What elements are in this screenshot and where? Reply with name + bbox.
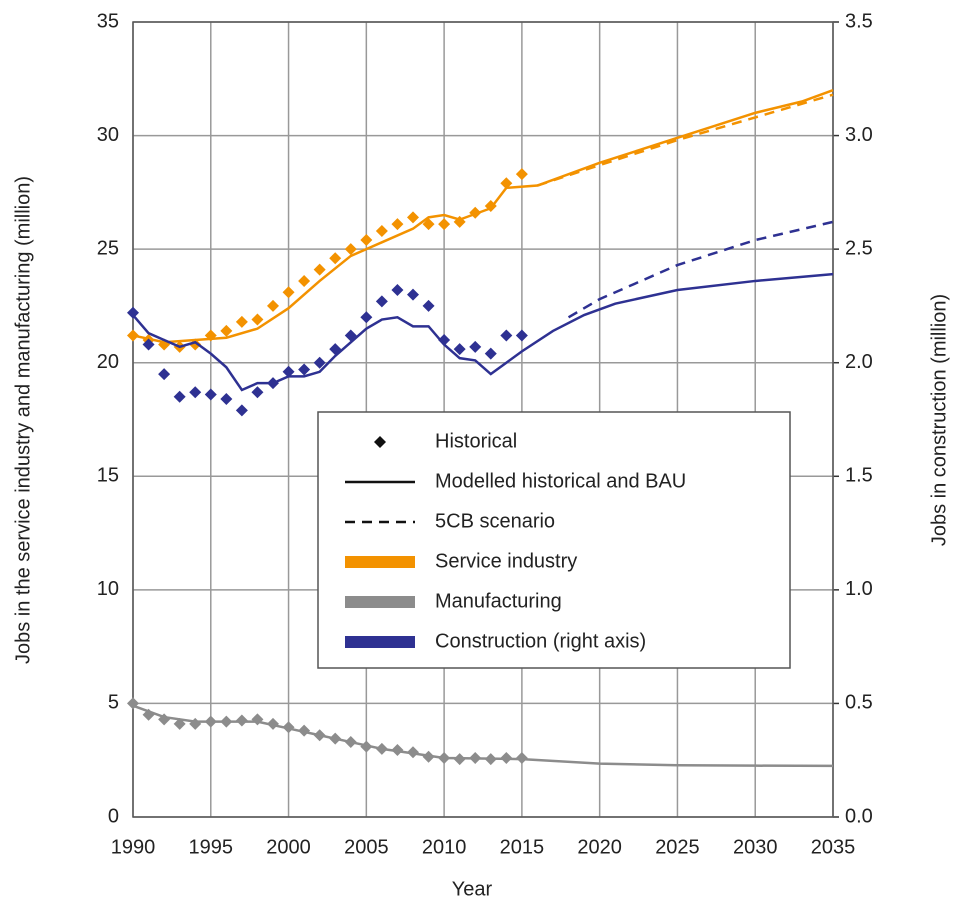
x-tick-label: 2015: [500, 836, 545, 858]
historical-marker: [282, 286, 295, 299]
y2-tick-label: 1.0: [845, 578, 873, 600]
historical-marker: [500, 329, 513, 342]
y2-tick-label: 0.0: [845, 805, 873, 827]
x-tick-label: 1995: [189, 836, 234, 858]
historical-marker: [282, 365, 295, 378]
y-tick-label: 15: [97, 465, 119, 487]
x-tick-label: 2005: [344, 836, 389, 858]
historical-marker: [189, 717, 202, 730]
historical-marker: [251, 313, 264, 326]
historical-marker: [158, 368, 171, 381]
modelled-line: [132, 704, 834, 768]
historical-marker: [235, 315, 248, 328]
y2-tick-label: 2.0: [845, 351, 873, 373]
y-tick-label: 0: [108, 805, 119, 827]
scenario-line: [567, 220, 834, 319]
y2-tick-label: 3.0: [845, 124, 873, 146]
historical-marker: [391, 284, 404, 297]
y-tick-label: 25: [97, 237, 119, 259]
x-tick-label: 2025: [655, 836, 700, 858]
historical-marker: [391, 218, 404, 231]
historical-marker: [298, 274, 311, 287]
historical-marker: [360, 311, 373, 324]
x-tick-label: 2030: [733, 836, 778, 858]
y2-tick-label: 3.5: [845, 10, 873, 32]
y-tick-label: 30: [97, 124, 119, 146]
historical-marker: [313, 356, 326, 369]
legend-label: Construction (right axis): [435, 630, 646, 652]
modelled-line: [132, 272, 834, 392]
historical-marker: [235, 404, 248, 417]
historical-marker: [313, 263, 326, 276]
x-tick-label: 2010: [422, 836, 467, 858]
historical-marker: [344, 243, 357, 256]
y2-tick-label: 1.5: [845, 465, 873, 487]
historical-marker: [484, 347, 497, 360]
historical-marker: [422, 218, 435, 231]
historical-marker: [407, 211, 419, 224]
y-tick-label: 10: [97, 578, 119, 600]
historical-marker: [515, 168, 528, 181]
legend-label: 5CB scenario: [435, 510, 555, 532]
historical-marker: [267, 299, 279, 312]
legend-box: [317, 411, 791, 669]
historical-marker: [360, 234, 373, 247]
historical-marker: [453, 343, 466, 356]
legend-label: Modelled historical and BAU: [435, 470, 686, 492]
historical-marker: [375, 295, 388, 308]
legend-label: Manufacturing: [435, 590, 562, 612]
historical-marker: [375, 224, 388, 237]
y-tick-label: 20: [97, 351, 119, 373]
y2-axis-label: Jobs in construction (million): [928, 294, 950, 546]
y-axis-label: Jobs in the service industry and manufac…: [12, 176, 34, 664]
legend-symbol: [374, 436, 386, 448]
y-tick-label: 5: [108, 692, 119, 714]
x-tick-label: 2035: [811, 836, 856, 858]
legend-label: Historical: [435, 430, 517, 452]
historical-marker: [438, 218, 451, 231]
historical-marker: [173, 390, 186, 403]
historical-marker: [251, 386, 264, 399]
historical-marker: [189, 386, 202, 399]
scenario-line: [537, 93, 834, 187]
historical-marker: [127, 306, 139, 319]
y-tick-label: 35: [97, 10, 119, 32]
plot-frame: [132, 21, 834, 818]
historical-marker: [469, 340, 482, 353]
historical-marker: [422, 299, 435, 312]
x-tick-label: 2020: [577, 836, 622, 858]
legend-label: Service industry: [435, 550, 577, 572]
y2-tick-label: 0.5: [845, 692, 873, 714]
x-tick-label: 2000: [266, 836, 311, 858]
modelled-line: [132, 88, 834, 344]
x-axis-label: Year: [452, 878, 493, 900]
historical-marker: [220, 324, 233, 337]
x-tick-label: 1990: [111, 836, 156, 858]
historical-marker: [220, 393, 233, 406]
historical-marker: [189, 338, 202, 351]
historical-marker: [142, 338, 155, 351]
y2-tick-label: 2.5: [845, 237, 873, 259]
historical-marker: [500, 177, 513, 190]
historical-marker: [407, 288, 419, 301]
historical-marker: [515, 329, 528, 342]
historical-marker: [329, 252, 342, 265]
historical-marker: [438, 334, 451, 346]
historical-marker: [298, 363, 311, 376]
historical-marker: [204, 388, 217, 401]
